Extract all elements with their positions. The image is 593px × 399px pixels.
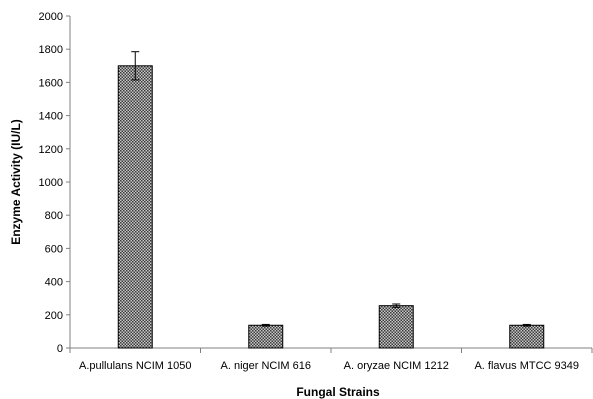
bar	[509, 324, 545, 349]
bar	[248, 324, 284, 349]
y-tick-label: 200	[45, 310, 63, 322]
x-axis: A.pullulans NCIM 1050 A. niger NCIM 616 A.…	[69, 347, 593, 372]
bar	[378, 305, 414, 349]
y-axis-title: Enzyme Activity (IU/L)	[9, 119, 23, 245]
y-axis: 0 200 400 600 800 1000 1200 1400 1600 1800 2000	[39, 11, 71, 355]
x-category-label: A. flavus MTCC 9349	[474, 360, 579, 372]
x-category-label: A. oryzae NCIM 1212	[344, 360, 449, 372]
y-tick-label: 2000	[39, 11, 63, 23]
y-tick-label: 1600	[39, 77, 63, 89]
y-tick-label: 0	[57, 343, 63, 355]
bar	[117, 65, 153, 349]
x-axis-title: Fungal Strains	[296, 385, 380, 399]
y-tick-label: 400	[45, 277, 63, 289]
x-category-label: A. niger NCIM 616	[221, 360, 311, 372]
y-tick-label: 1000	[39, 177, 63, 189]
y-tick-label: 1800	[39, 44, 63, 56]
x-category-label: A.pullulans NCIM 1050	[79, 360, 192, 372]
y-tick-label: 600	[45, 243, 63, 255]
y-tick-label: 1400	[39, 111, 63, 123]
bars	[117, 51, 545, 349]
y-tick-label: 1200	[39, 144, 63, 156]
y-tick-label: 800	[45, 210, 63, 222]
